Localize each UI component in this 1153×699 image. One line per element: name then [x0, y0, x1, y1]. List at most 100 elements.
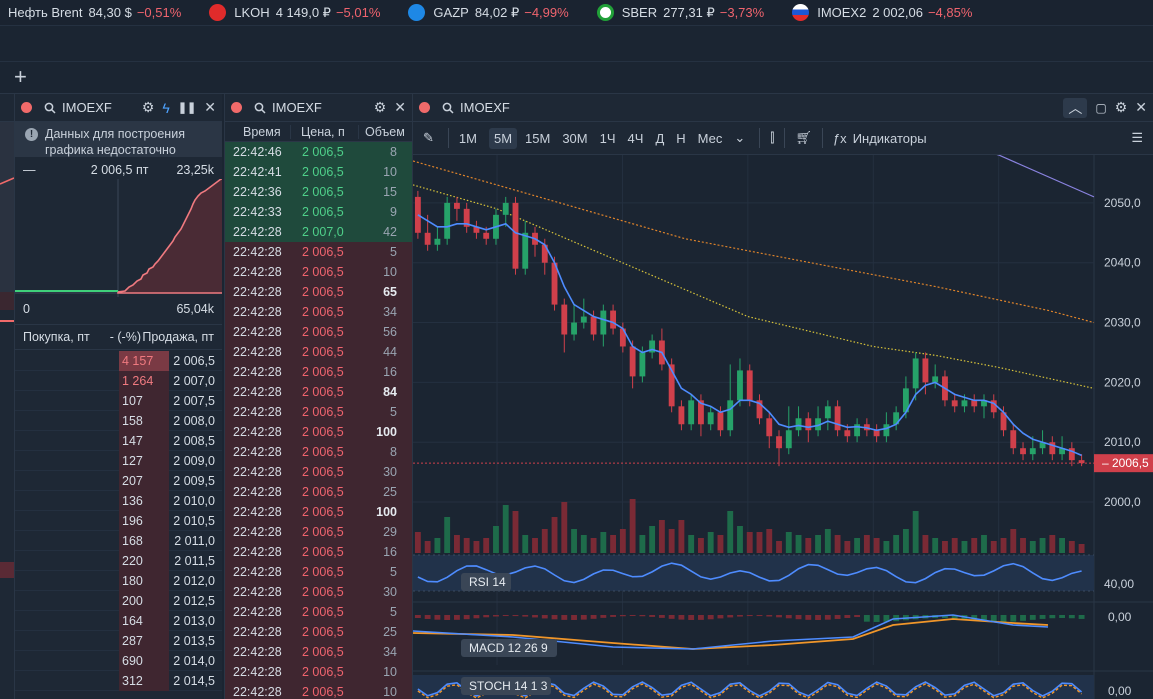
candle-body — [414, 196, 421, 233]
tape-row[interactable]: 22:42:28 2 006,5 5 — [225, 242, 412, 262]
orderbook-row[interactable]: 220 2 011,5 — [15, 550, 222, 571]
timeframe-0[interactable]: 1М — [458, 130, 477, 146]
tape-row[interactable]: 22:42:28 2 006,5 8 — [225, 442, 412, 462]
timeframe-8[interactable]: Мес — [697, 130, 723, 146]
tape-row[interactable]: 22:42:28 2 006,5 16 — [225, 542, 412, 562]
tape-row[interactable]: 22:42:36 2 006,5 15 — [225, 182, 412, 202]
orderbook-row[interactable]: 136 2 010,0 — [15, 490, 222, 511]
tape-row[interactable]: 22:42:28 2 006,5 10 — [225, 262, 412, 282]
orderbook-row[interactable]: 207 2 009,5 — [15, 470, 222, 491]
ticker-item[interactable]: Нефть Brent 84,30 $ −0,51% — [8, 5, 181, 20]
tape-row[interactable]: 22:42:28 2 006,5 10 — [225, 662, 412, 682]
hide-drawings-icon[interactable]: ☰ — [1131, 130, 1143, 145]
tape-row[interactable]: 22:42:28 2 006,5 65 — [225, 282, 412, 302]
price-chart[interactable]: 2050,02040,02030,02020,02010,02000,018:0… — [413, 136, 1153, 699]
orderbook-row[interactable]: 168 2 011,0 — [15, 530, 222, 551]
timeframe-1[interactable]: 5М — [488, 127, 518, 149]
tape-row[interactable]: 22:42:28 2 006,5 29 — [225, 522, 412, 542]
ticker-item[interactable]: GAZP 84,02 ₽ −4,99% — [408, 4, 569, 21]
add-tab-button[interactable]: + — [14, 64, 27, 89]
tape-row[interactable]: 22:42:46 2 006,5 8 — [225, 142, 412, 162]
tape-row[interactable]: 22:42:28 2 006,5 30 — [225, 462, 412, 482]
orderbook-row[interactable]: 196 2 010,5 — [15, 510, 222, 531]
tape-row[interactable]: 22:42:28 2 006,5 5 — [225, 402, 412, 422]
orderbook-row[interactable]: 4 157 2 006,5 — [15, 350, 222, 371]
tape-row[interactable]: 22:42:28 2 006,5 44 — [225, 342, 412, 362]
col-time[interactable]: Время — [243, 124, 281, 139]
close-icon[interactable]: ✕ — [394, 99, 406, 115]
gear-icon[interactable]: ⚙ — [373, 99, 387, 115]
close-dot-icon[interactable] — [21, 102, 32, 113]
tape-row[interactable]: 22:42:33 2 006,5 9 — [225, 202, 412, 222]
symbol-label[interactable]: IMOEXF — [272, 100, 322, 115]
timeframe-2[interactable]: 15М — [525, 130, 551, 146]
pencil-icon[interactable]: ✎ — [423, 130, 434, 145]
timeframe-3[interactable]: 30М — [562, 130, 588, 146]
orderbook-row[interactable]: 200 2 012,5 — [15, 590, 222, 611]
tape-row[interactable]: 22:42:28 2 006,5 25 — [225, 482, 412, 502]
tape-row[interactable]: 22:42:28 2 006,5 56 — [225, 322, 412, 342]
col-buy[interactable]: Покупка, пт — [23, 330, 90, 344]
orderbook-row[interactable]: 164 2 013,0 — [15, 610, 222, 631]
orderbook-row[interactable]: 127 2 009,0 — [15, 450, 222, 471]
search-icon[interactable] — [44, 102, 56, 114]
lightning-icon[interactable]: ϟ — [162, 99, 170, 116]
close-icon[interactable]: ✕ — [1135, 99, 1147, 115]
orderbook-row[interactable]: 158 2 008,0 — [15, 410, 222, 431]
volume-bar — [785, 532, 792, 553]
search-icon[interactable] — [254, 102, 266, 114]
cart-icon[interactable]: 🛒︎ — [795, 130, 812, 145]
ticker-item[interactable]: IMOEX2 2 002,06 −4,85% — [792, 4, 972, 21]
ticker-item[interactable]: SBER 277,31 ₽ −3,73% — [596, 4, 764, 21]
close-dot-icon[interactable] — [231, 102, 242, 113]
tape-row[interactable]: 22:42:41 2 006,5 10 — [225, 162, 412, 182]
col-volume[interactable]: Объем — [358, 124, 411, 139]
tape-volume: 16 — [383, 365, 397, 379]
tape-row[interactable]: 22:42:28 2 006,5 100 — [225, 502, 412, 522]
gear-icon[interactable]: ⚙ — [141, 99, 155, 115]
tape-row[interactable]: 22:42:28 2 006,5 5 — [225, 562, 412, 582]
macd-hist — [473, 615, 480, 619]
ticker-item[interactable]: LKOH 4 149,0 ₽ −5,01% — [209, 4, 380, 21]
search-icon[interactable] — [442, 102, 454, 114]
close-dot-icon[interactable] — [419, 102, 430, 113]
candles-icon[interactable]: ⫿ — [770, 130, 775, 145]
tape-row[interactable]: 22:42:28 2 006,5 84 — [225, 382, 412, 402]
function-icon[interactable]: ƒx — [832, 130, 847, 146]
timeframe-6[interactable]: Д — [655, 130, 665, 146]
orderbook-row[interactable]: 690 2 014,0 — [15, 650, 222, 671]
window-icon[interactable]: ▢ — [1095, 100, 1107, 115]
gear-icon[interactable]: ⚙ — [1114, 99, 1128, 115]
symbol-label[interactable]: IMOEXF — [62, 100, 112, 115]
macd-hist — [1000, 615, 1007, 622]
tape-row[interactable]: 22:42:28 2 006,5 100 — [225, 422, 412, 442]
orderbook-row[interactable]: 147 2 008,5 — [15, 430, 222, 451]
collapse-icon[interactable]: ︿ — [1063, 97, 1088, 118]
timeframe-4[interactable]: 1Ч — [599, 130, 616, 146]
tape-row[interactable]: 22:42:28 2 006,5 5 — [225, 602, 412, 622]
orderbook-row[interactable]: 1 264 2 007,0 — [15, 370, 222, 391]
orderbook-row[interactable]: 287 2 013,5 — [15, 630, 222, 651]
orderbook-row[interactable]: 107 2 007,5 — [15, 390, 222, 411]
col-price[interactable]: Цена, п — [290, 124, 358, 139]
orderbook-row[interactable]: 180 2 012,0 — [15, 570, 222, 591]
tape-row[interactable]: 22:42:28 2 006,5 34 — [225, 642, 412, 662]
current-price-label: – 2006,5 — [1102, 456, 1149, 470]
indicators-button[interactable]: Индикаторы — [852, 130, 927, 146]
orderbook-row[interactable]: 312 2 014,5 — [15, 670, 222, 691]
tape-row[interactable]: 22:42:28 2 006,5 25 — [225, 622, 412, 642]
pause-icon[interactable]: ❚❚ — [177, 102, 197, 114]
close-icon[interactable]: ✕ — [204, 99, 216, 115]
col-pct[interactable]: - (-%) — [109, 330, 141, 344]
col-sell[interactable]: Продажа, пт — [142, 330, 214, 344]
price-tick: 2040,0 — [1104, 256, 1141, 270]
tape-row[interactable]: 22:42:28 2 006,5 34 — [225, 302, 412, 322]
timeframe-7[interactable]: Н — [676, 130, 686, 146]
tape-row[interactable]: 22:42:28 2 006,5 10 — [225, 682, 412, 699]
symbol-label[interactable]: IMOEXF — [460, 100, 510, 115]
timeframe-5[interactable]: 4Ч — [627, 130, 644, 146]
tape-row[interactable]: 22:42:28 2 006,5 16 — [225, 362, 412, 382]
tape-row[interactable]: 22:42:28 2 006,5 30 — [225, 582, 412, 602]
tape-row[interactable]: 22:42:28 2 007,0 42 — [225, 222, 412, 242]
chevron-down-icon[interactable]: ⌄ — [734, 130, 746, 145]
